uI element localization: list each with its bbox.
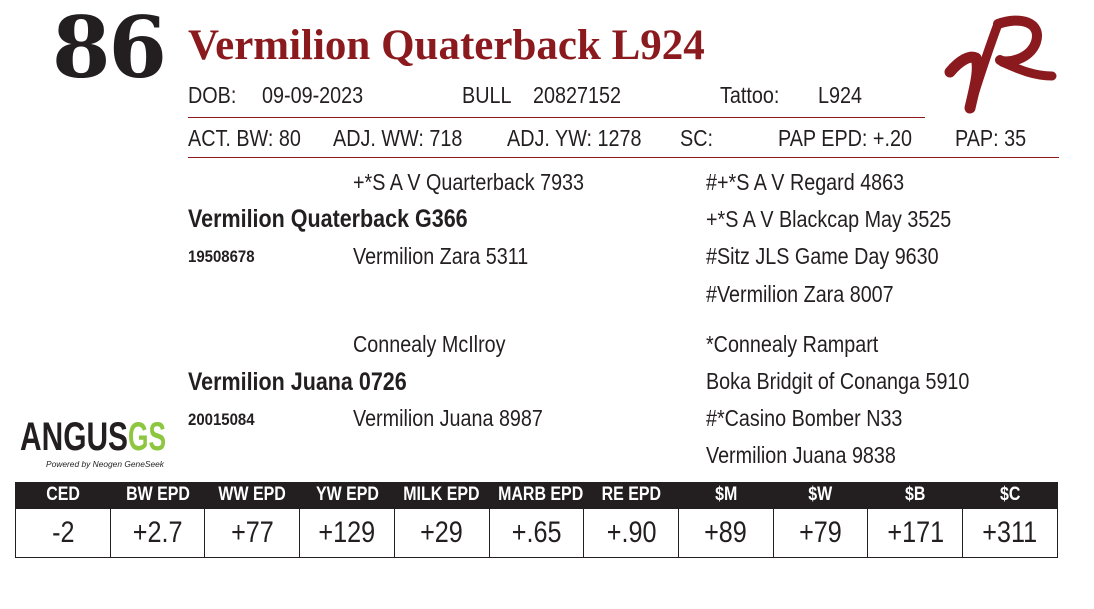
registration-number: 20827152 — [533, 82, 622, 108]
dam-name: Vermilion Juana 0726 — [188, 368, 407, 396]
angus-logo-text: ANGUS — [20, 415, 128, 459]
angus-logo-suffix: GS — [128, 415, 166, 459]
epd-value: +129 — [299, 508, 395, 558]
epd-value: +77 — [204, 508, 301, 558]
act-bw: ACT. BW: 80 — [188, 125, 301, 151]
dam-dam: Vermilion Juana 8987 — [353, 405, 543, 431]
epd-header: $M — [678, 482, 774, 509]
dob-value: 09-09-2023 — [262, 82, 364, 108]
epd-value: +2.7 — [109, 508, 206, 558]
sire-dam-dam: #Vermilion Zara 8007 — [706, 281, 894, 307]
epd-header: $C — [962, 482, 1058, 509]
sire-sire-sire: #+*S A V Regard 4863 — [706, 169, 905, 195]
epd-header: WW EPD — [204, 482, 300, 509]
sex-label: BULL — [462, 82, 512, 108]
ranch-logo — [944, 15, 1057, 114]
angus-gs-logo: ANGUS GS Powered by Neogen GeneSeek — [20, 415, 166, 469]
epd-table: CED BW EPD WW EPD YW EPD MILK EPD MARB E… — [15, 482, 1058, 558]
adj-ww: ADJ. WW: 718 — [333, 125, 463, 151]
epd-header: CED — [15, 482, 111, 509]
epd-header: BW EPD — [109, 482, 205, 509]
epd-value: +.65 — [488, 508, 585, 558]
epd-value: +311 — [962, 508, 1058, 558]
dam-sire: Connealy McIlroy — [353, 331, 506, 357]
pap: PAP: 35 — [955, 125, 1027, 151]
dam-dam-sire: #*Casino Bomber N33 — [706, 405, 903, 431]
sire-dam: Vermilion Zara 5311 — [353, 243, 529, 269]
sire-sire: +*S A V Quarterback 7933 — [353, 169, 585, 195]
epd-header: MILK EPD — [393, 482, 490, 509]
dam-sire-sire: *Connealy Rampart — [706, 331, 879, 357]
dob-label: DOB: — [188, 82, 237, 108]
tattoo-value: L924 — [818, 82, 863, 108]
epd-value: +.90 — [583, 508, 680, 558]
epd-header: YW EPD — [299, 482, 395, 509]
epd-value: +29 — [393, 508, 490, 558]
sire-name: Vermilion Quaterback G366 — [188, 205, 468, 233]
epd-value: -2 — [15, 508, 111, 558]
lot-number: 86 — [52, 0, 167, 97]
dam-registration: 20015084 — [188, 410, 255, 429]
epd-value-row: -2 +2.7 +77 +129 +29 +.65 +.90 +89 +79 +… — [15, 508, 1058, 558]
epd-header: MARB EPD — [488, 482, 584, 509]
epd-header-row: CED BW EPD WW EPD YW EPD MILK EPD MARB E… — [15, 482, 1058, 509]
divider-top — [188, 117, 925, 118]
tattoo-label: Tattoo: — [720, 82, 780, 108]
pap-epd: PAP EPD: +.20 — [778, 125, 912, 151]
angus-logo-tagline: Powered by Neogen GeneSeek — [46, 460, 165, 469]
epd-header: $B — [867, 482, 963, 509]
divider-bottom — [188, 157, 1059, 158]
sire-sire-dam: +*S A V Blackcap May 3525 — [706, 206, 952, 232]
epd-header: RE EPD — [583, 482, 679, 509]
dam-dam-dam: Vermilion Juana 9838 — [706, 442, 896, 468]
dam-sire-dam: Boka Bridgit of Conanga 5910 — [706, 368, 970, 394]
epd-value: +89 — [678, 508, 774, 558]
sire-registration: 19508678 — [188, 247, 255, 266]
animal-name: Vermilion Quaterback L924 — [188, 22, 705, 69]
epd-value: +171 — [867, 508, 964, 558]
sc: SC: — [680, 125, 713, 151]
adj-yw: ADJ. YW: 1278 — [507, 125, 642, 151]
epd-header: $W — [772, 482, 868, 509]
epd-value: +79 — [772, 508, 869, 558]
sire-dam-sire: #Sitz JLS Game Day 9630 — [706, 243, 939, 269]
